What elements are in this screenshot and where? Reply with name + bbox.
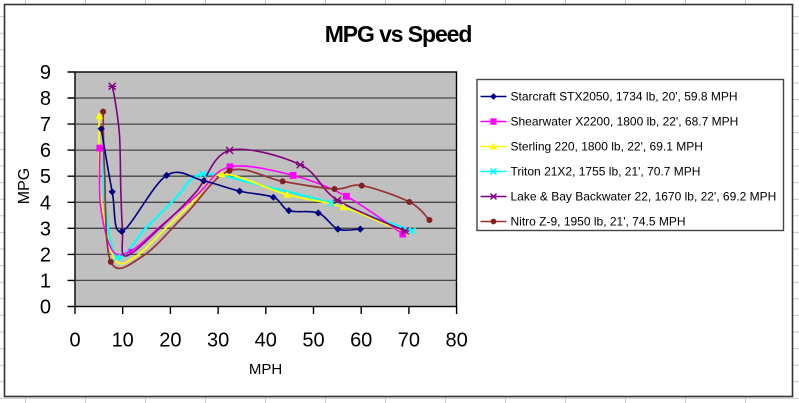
svg-text:5: 5 [40, 166, 51, 188]
svg-text:80: 80 [445, 330, 467, 352]
svg-text:6: 6 [40, 140, 51, 162]
svg-text:Triton 21X2, 1755 lb, 21', 70.: Triton 21X2, 1755 lb, 21', 70.7 MPH [511, 165, 701, 179]
svg-text:9: 9 [40, 62, 51, 84]
svg-text:MPH: MPH [249, 361, 282, 378]
svg-text:0: 0 [69, 330, 80, 352]
svg-text:0: 0 [40, 297, 51, 319]
svg-text:Nitro Z-9, 1950 lb, 21', 74.5: Nitro Z-9, 1950 lb, 21', 74.5 MPH [511, 215, 686, 229]
svg-text:50: 50 [302, 330, 324, 352]
svg-text:40: 40 [255, 330, 277, 352]
svg-text:Lake & Bay Backwater 22, 1670: Lake & Bay Backwater 22, 1670 lb, 22', 6… [511, 190, 777, 204]
svg-text:30: 30 [207, 330, 229, 352]
svg-text:2: 2 [40, 244, 51, 266]
svg-text:MPG vs Speed: MPG vs Speed [325, 21, 472, 47]
svg-text:1: 1 [40, 270, 51, 292]
svg-text:8: 8 [40, 88, 51, 110]
svg-text:20: 20 [159, 330, 181, 352]
svg-text:Starcraft STX2050, 1734 lb, 20: Starcraft STX2050, 1734 lb, 20', 59.8 MP… [511, 90, 738, 104]
svg-text:60: 60 [350, 330, 372, 352]
svg-text:70: 70 [398, 330, 420, 352]
svg-text:Sterling 220, 1800 lb, 22', 69: Sterling 220, 1800 lb, 22', 69.1 MPH [511, 140, 703, 154]
svg-text:Shearwater X2200, 1800 lb, 22': Shearwater X2200, 1800 lb, 22', 68.7 MPH [511, 115, 739, 129]
svg-text:3: 3 [40, 218, 51, 240]
svg-text:7: 7 [40, 114, 51, 136]
svg-text:MPG: MPG [16, 168, 33, 204]
svg-text:4: 4 [40, 192, 51, 214]
svg-text:10: 10 [112, 330, 134, 352]
